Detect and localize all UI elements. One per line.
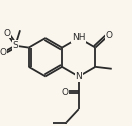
Text: O: O [62, 88, 69, 97]
Text: O: O [3, 29, 10, 38]
Text: S: S [12, 41, 18, 50]
Text: O: O [105, 31, 112, 40]
Text: NH: NH [72, 34, 85, 42]
Text: N: N [75, 72, 82, 81]
Text: O: O [0, 48, 6, 57]
